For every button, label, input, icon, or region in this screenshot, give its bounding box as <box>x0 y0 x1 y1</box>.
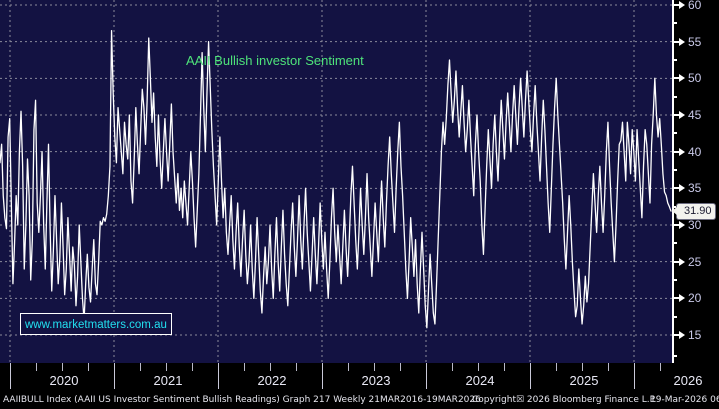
y-axis-tick-arrow <box>679 1 685 9</box>
y-axis-tick-arrow <box>679 331 685 339</box>
last-value-callout: 31.90 <box>672 204 715 220</box>
x-axis-minor-tick <box>88 363 89 371</box>
y-axis-tick <box>672 297 681 300</box>
x-axis-minor-tick <box>62 363 63 371</box>
x-axis-minor-tick <box>36 363 37 371</box>
x-axis-minor-tick <box>582 363 583 371</box>
x-axis-minor-tick <box>608 363 609 371</box>
horizontal-gridlines <box>0 4 672 336</box>
x-axis-label: 2025 <box>569 373 599 388</box>
y-axis-tick-arrow <box>679 184 685 193</box>
watermark-label: www.marketmatters.com.au <box>25 319 167 331</box>
y-axis-minor-tick <box>672 22 677 25</box>
y-axis-line <box>672 0 674 363</box>
x-axis-minor-tick <box>140 363 141 371</box>
x-axis-minor-tick <box>192 363 193 371</box>
y-axis-tick <box>672 224 681 226</box>
x-axis-label: 2021 <box>153 373 183 388</box>
y-axis-label: 40 <box>688 144 702 159</box>
y-axis-label: 15 <box>688 328 702 342</box>
y-axis-tick <box>672 187 681 190</box>
y-axis-label: 30 <box>688 218 702 232</box>
x-axis-minor-tick <box>166 363 167 371</box>
footer-copyright: Copyright☒ 2026 Bloomberg Finance L.P. <box>472 395 657 405</box>
y-axis-minor-tick <box>672 205 677 208</box>
x-axis-label: 2022 <box>257 373 287 388</box>
x-axis-minor-tick <box>660 363 661 371</box>
y-axis-minor-tick <box>672 279 677 281</box>
x-axis-year-tick <box>10 363 11 389</box>
y-axis-tick <box>672 77 681 80</box>
x-axis-minor-tick <box>478 363 479 371</box>
x-axis-label: 2026 <box>673 373 703 388</box>
footer-timestamp: 19-Mar-2026 06:51:21 <box>650 395 719 405</box>
y-axis-tick-arrow <box>679 221 685 229</box>
y-axis-tick <box>672 40 681 43</box>
plot-area <box>0 0 672 363</box>
y-axis-minor-tick <box>672 59 677 61</box>
x-axis-minor-tick <box>270 363 271 371</box>
x-axis-minor-tick <box>244 363 245 371</box>
x-axis-year-tick <box>426 363 427 389</box>
y-axis-tick <box>672 114 681 116</box>
y-axis-label: 25 <box>688 254 702 269</box>
x-axis-minor-tick <box>296 363 297 371</box>
chart-title: AAII Bullish investor Sentiment <box>186 53 364 68</box>
x-axis-minor-tick <box>374 363 375 371</box>
y-axis-tick-arrow <box>679 74 685 83</box>
x-axis-minor-tick <box>504 363 505 371</box>
x-axis-label: 2024 <box>465 373 495 388</box>
x-axis-year-tick <box>322 363 323 389</box>
y-axis-tick-arrow <box>679 294 685 303</box>
x-axis-minor-tick <box>452 363 453 371</box>
y-axis-label: 60 <box>688 0 702 12</box>
watermark-box: www.marketmatters.com.au <box>20 313 172 335</box>
y-axis-minor-tick <box>672 132 677 135</box>
y-axis-tick <box>672 334 681 336</box>
x-axis-label: 2020 <box>49 373 79 388</box>
x-axis-year-tick <box>218 363 219 389</box>
y-axis-minor-tick <box>672 169 677 171</box>
y-axis-tick-arrow <box>679 37 685 46</box>
y-axis-tick <box>672 260 681 263</box>
y-axis: 60 55 50 45 40 35 30 25 20 15 31.90 <box>672 0 719 363</box>
y-axis-label: 50 <box>688 71 702 86</box>
x-axis-year-tick <box>634 363 635 389</box>
y-axis-label: 35 <box>688 181 702 196</box>
footer-description: AAIIBULL Index (AAII US Investor Sentime… <box>3 395 481 405</box>
y-axis-tick <box>672 150 681 153</box>
x-axis-year-tick <box>114 363 115 389</box>
y-axis-tick <box>672 4 681 6</box>
footer-bar: AAIIBULL Index (AAII US Investor Sentime… <box>0 394 719 409</box>
x-axis-minor-tick <box>556 363 557 371</box>
x-axis-label: 2023 <box>361 373 391 388</box>
chart-canvas <box>0 0 672 363</box>
y-axis-minor-tick <box>672 315 677 318</box>
y-axis-label: 55 <box>688 34 702 49</box>
y-axis-tick-arrow <box>679 147 685 156</box>
y-axis-minor-tick <box>672 242 677 245</box>
y-axis-minor-tick <box>672 95 677 98</box>
y-axis-label: 45 <box>688 108 702 122</box>
y-axis-minor-tick <box>672 355 677 357</box>
x-axis-minor-tick <box>400 363 401 371</box>
x-axis: 2020 2021 2022 2023 2024 2025 2026 <box>0 363 719 394</box>
y-axis-label: 20 <box>688 291 702 306</box>
x-axis-year-tick <box>530 363 531 389</box>
y-axis-tick-arrow <box>679 111 685 119</box>
y-axis-tick-arrow <box>679 257 685 266</box>
sentiment-line-series <box>0 30 672 329</box>
x-axis-minor-tick <box>348 363 349 371</box>
